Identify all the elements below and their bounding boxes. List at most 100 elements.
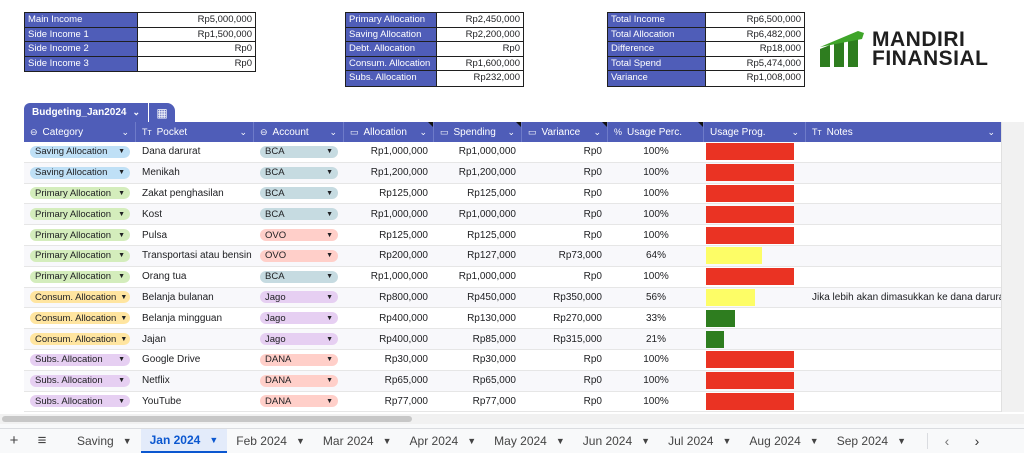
cell-notes[interactable]: Jika lebih akan dimasukkan ke dana darur…	[812, 291, 1001, 303]
sheet-tab[interactable]: Jan 2024 ▼	[140, 428, 228, 453]
chevron-down-icon[interactable]: ⌄	[329, 126, 337, 137]
table-name-button[interactable]: Budgeting_Jan2024 ⌄	[24, 103, 149, 122]
add-sheet-icon[interactable]: +	[9, 432, 19, 449]
cell-usage-prog[interactable]	[704, 163, 806, 183]
account-chip[interactable]: BCA ▼	[260, 187, 338, 200]
cell-variance[interactable]: Rp73,000	[558, 250, 602, 262]
cell-account[interactable]: DANA ▼	[254, 392, 344, 412]
table-row[interactable]: Subs. Allocation ▼ Netflix DANA ▼ Rp65,000 Rp6…	[24, 370, 1001, 392]
cell-pocket[interactable]: Zakat penghasilan	[142, 187, 224, 199]
summary-row[interactable]: Total Allocation Rp6,482,000	[608, 27, 804, 43]
cell-account[interactable]: BCA ▼	[254, 267, 344, 287]
summary-row[interactable]: Primary Allocation Rp2,450,000	[346, 13, 523, 28]
category-chip[interactable]: Consum. Allocation ▼	[30, 291, 130, 304]
cell-category[interactable]: Subs. Allocation ▼	[24, 350, 136, 370]
cell-category[interactable]: Saving Allocation ▼	[24, 163, 136, 183]
sheet-tab[interactable]: Sep 2024 ▼	[828, 429, 915, 453]
summary-row[interactable]: Saving Allocation Rp2,200,000	[346, 27, 523, 43]
caret-down-icon[interactable]: ▼	[118, 148, 125, 156]
cell-spending[interactable]: Rp125,000	[467, 187, 516, 199]
col-header-usage-perc[interactable]: % Usage Perc.	[608, 122, 704, 142]
cell-account[interactable]: Jago ▼	[254, 329, 344, 349]
caret-down-icon[interactable]: ▼	[118, 169, 125, 177]
cell-usage-perc[interactable]: 100%	[643, 229, 669, 241]
account-chip[interactable]: BCA ▼	[260, 166, 338, 179]
cell-notes[interactable]	[806, 329, 1001, 349]
cell-usage-perc[interactable]: 33%	[645, 312, 666, 324]
cell-notes[interactable]	[806, 184, 1001, 204]
table-row[interactable]: Primary Allocation ▼ Transportasi atau ben…	[24, 245, 1001, 267]
summary-row[interactable]: Total Spend Rp5,474,000	[608, 56, 804, 72]
table-name-tab[interactable]: Budgeting_Jan2024 ⌄ ▦	[24, 103, 176, 122]
caret-down-icon[interactable]: ▼	[326, 356, 333, 364]
table-row[interactable]: Consum. Allocation ▼ Belanja bulanan Jago ▼ R…	[24, 287, 1001, 309]
table-row[interactable]: Consum. Allocation ▼ Jajan Jago ▼ Rp400,000 Rp…	[24, 329, 1001, 350]
cell-usage-prog[interactable]	[704, 204, 806, 224]
table-view-icon[interactable]: ▦	[149, 103, 176, 122]
sheet-tab[interactable]: Aug 2024 ▼	[740, 429, 827, 453]
caret-down-icon[interactable]: ▼	[326, 231, 333, 239]
chevron-down-icon[interactable]: ⌄	[593, 126, 601, 137]
table-row[interactable]: Saving Allocation ▼ Menikah BCA ▼ Rp1,200,000…	[24, 162, 1001, 184]
cell-category[interactable]: Primary Allocation ▼	[24, 225, 136, 245]
account-chip[interactable]: DANA ▼	[260, 353, 338, 366]
cell-allocation[interactable]: Rp1,000,000	[370, 146, 428, 158]
category-chip[interactable]: Primary Allocation ▼	[30, 187, 130, 200]
chevron-down-icon[interactable]: ⌄	[987, 126, 995, 137]
summary-row[interactable]: Side Income 2 Rp0	[25, 42, 255, 57]
cell-usage-prog[interactable]	[704, 184, 806, 204]
cell-variance[interactable]: Rp0	[583, 375, 602, 387]
caret-down-icon[interactable]: ▼	[326, 335, 333, 343]
cell-category[interactable]: Consum. Allocation ▼	[24, 329, 136, 349]
cell-spending[interactable]: Rp65,000	[472, 375, 516, 387]
chevron-down-icon[interactable]: ▼	[295, 435, 305, 446]
cell-account[interactable]: BCA ▼	[254, 204, 344, 224]
cell-category[interactable]: Consum. Allocation ▼	[24, 308, 136, 328]
col-header-notes[interactable]: Tт Notes ⌄	[806, 122, 1001, 142]
cell-pocket[interactable]: Menikah	[142, 167, 180, 179]
account-chip[interactable]: Jago ▼	[260, 291, 338, 304]
col-header-variance[interactable]: ▭ Variance ⌄	[522, 122, 608, 142]
scrollbar-thumb[interactable]	[2, 416, 412, 422]
cell-pocket[interactable]: Kost	[142, 208, 163, 220]
account-chip[interactable]: Jago ▼	[260, 312, 338, 325]
chevron-down-icon[interactable]: ⌄	[419, 126, 427, 137]
account-chip[interactable]: BCA ▼	[260, 145, 338, 158]
cell-notes[interactable]	[806, 392, 1001, 412]
cell-usage-perc[interactable]: 100%	[643, 187, 669, 199]
cell-variance[interactable]: Rp0	[583, 395, 602, 407]
cell-usage-prog[interactable]	[704, 246, 806, 266]
cell-variance[interactable]: Rp350,000	[553, 291, 602, 303]
scroll-left-icon[interactable]: ‹	[944, 432, 950, 449]
cell-pocket[interactable]: Pulsa	[142, 229, 168, 241]
caret-down-icon[interactable]: ▼	[326, 293, 333, 301]
caret-down-icon[interactable]: ▼	[326, 314, 333, 322]
sheet-tab[interactable]: Jun 2024 ▼	[574, 429, 659, 453]
account-chip[interactable]: OVO ▼	[260, 249, 338, 262]
cell-usage-prog[interactable]	[704, 308, 806, 328]
cell-pocket[interactable]: Netflix	[142, 375, 170, 387]
summary-row[interactable]: Side Income 3 Rp0	[25, 56, 255, 72]
cell-category[interactable]: Primary Allocation ▼	[24, 184, 136, 204]
summary-row[interactable]: Debt. Allocation Rp0	[346, 42, 523, 57]
table-row[interactable]: Subs. Allocation ▼ YouTube DANA ▼ Rp77,000 Rp7…	[24, 392, 1001, 413]
summary-row[interactable]: Consum. Allocation Rp1,600,000	[346, 56, 523, 72]
cell-spending[interactable]: Rp125,000	[467, 229, 516, 241]
account-chip[interactable]: Jago ▼	[260, 333, 338, 346]
cell-variance[interactable]: Rp0	[583, 146, 602, 158]
account-chip[interactable]: BCA ▼	[260, 208, 338, 221]
caret-down-icon[interactable]: ▼	[118, 356, 125, 364]
cell-variance[interactable]: Rp0	[583, 229, 602, 241]
sheet-tab[interactable]: May 2024 ▼	[485, 429, 574, 453]
chevron-down-icon[interactable]: ⌄	[507, 126, 515, 137]
caret-down-icon[interactable]: ▼	[118, 189, 125, 197]
cell-usage-perc[interactable]: 100%	[643, 375, 669, 387]
cell-notes[interactable]	[806, 142, 1001, 162]
cell-variance[interactable]: Rp315,000	[553, 333, 602, 345]
caret-down-icon[interactable]: ▼	[120, 335, 128, 343]
cell-variance[interactable]: Rp0	[583, 271, 602, 283]
caret-down-icon[interactable]: ▼	[120, 314, 128, 322]
all-sheets-menu-icon[interactable]: ≡	[37, 432, 47, 449]
vertical-scrollbar[interactable]	[1001, 122, 1024, 412]
summary-row[interactable]: Total Income Rp6,500,000	[608, 13, 804, 28]
